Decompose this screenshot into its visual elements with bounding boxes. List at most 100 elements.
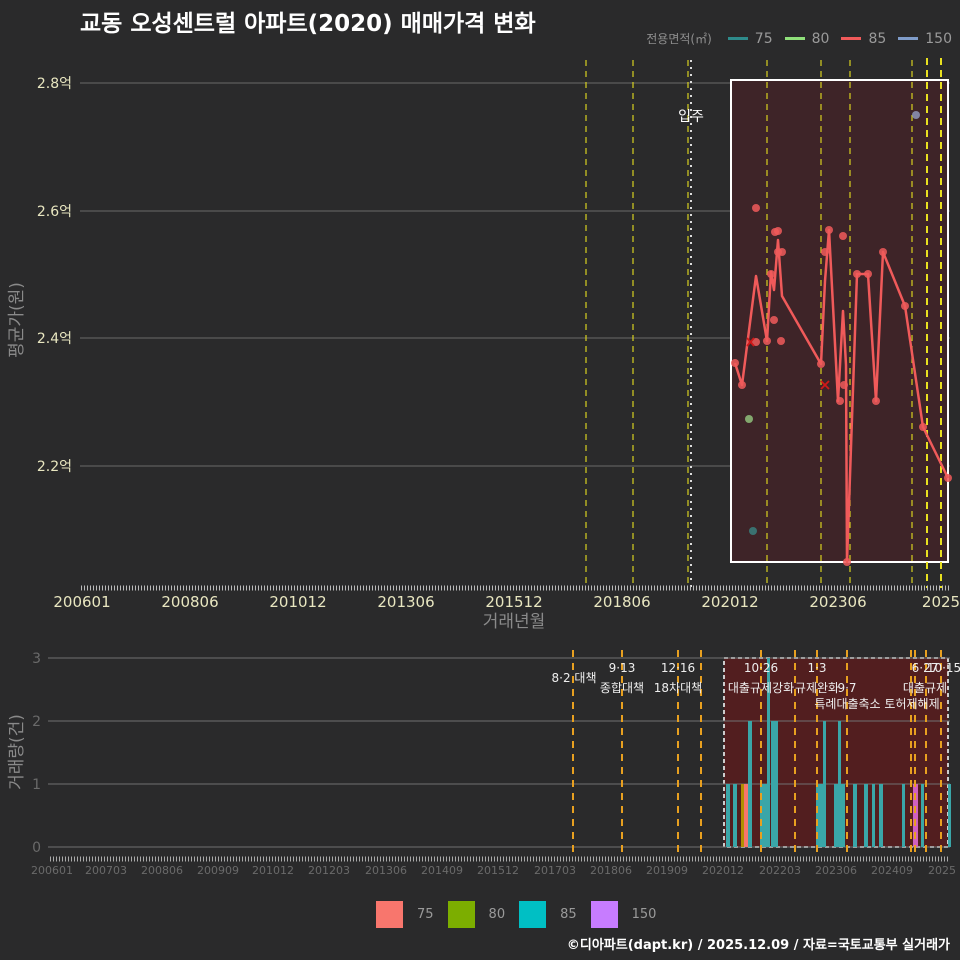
policy-annotations: 8·2 대책 9·13 종합대책 12·16 18차대책 10·26 대출규제강… xyxy=(552,661,960,711)
series-85-line xyxy=(733,228,950,564)
legend-swatch xyxy=(376,901,403,928)
svg-text:10·26: 10·26 xyxy=(744,661,778,675)
svg-text:202306: 202306 xyxy=(809,593,866,611)
svg-text:2.4억: 2.4억 xyxy=(37,331,72,347)
legend-label: 75 xyxy=(417,907,434,922)
svg-text:201012: 201012 xyxy=(252,864,294,877)
legend-item-150: 150 xyxy=(898,31,952,47)
legend-label: 80 xyxy=(488,907,506,922)
policy-lines-bold xyxy=(926,58,942,588)
svg-text:10·15: 10·15 xyxy=(927,661,960,675)
svg-text:2.8억: 2.8억 xyxy=(37,76,72,92)
volume-bar-80 xyxy=(741,784,744,847)
svg-text:200806: 200806 xyxy=(161,593,218,611)
legend-swatch xyxy=(590,901,618,928)
svg-text:2.2억: 2.2억 xyxy=(37,459,72,475)
series-85-points xyxy=(731,204,952,566)
svg-text:12·16: 12·16 xyxy=(661,661,695,675)
svg-text:200601: 200601 xyxy=(31,864,73,877)
legend-label: 85 xyxy=(560,907,577,922)
svg-text:201512: 201512 xyxy=(477,864,519,877)
svg-text:201203: 201203 xyxy=(308,864,350,877)
legend-label: 150 xyxy=(925,30,952,47)
volume-bars-85 xyxy=(726,658,951,847)
price-y-ticks: 2.8억 2.6억 2.4억 2.2억 xyxy=(37,76,72,475)
svg-text:2.6억: 2.6억 xyxy=(37,204,72,220)
svg-text:18차대책: 18차대책 xyxy=(654,680,702,695)
volume-bar-150 xyxy=(913,784,918,847)
svg-text:2: 2 xyxy=(32,714,41,730)
svg-text:201512: 201512 xyxy=(485,593,542,611)
legend-item-85: 85 xyxy=(841,31,886,47)
legend-item-75: 75 xyxy=(727,30,773,47)
svg-text:6·27: 6·27 xyxy=(912,661,939,675)
svg-text:202409: 202409 xyxy=(871,864,913,877)
svg-text:대출규제: 대출규제 xyxy=(903,681,947,695)
volume-x-tick-labels: 200601 200703 200806 200909 201012 20120… xyxy=(31,864,956,877)
svg-text:201306: 201306 xyxy=(365,864,407,877)
svg-text:200806: 200806 xyxy=(141,864,183,877)
source-credit: ©디아파트(dapt.kr) / 2025.12.09 / 자료=국토교통부 실… xyxy=(566,938,950,953)
svg-text:202306: 202306 xyxy=(815,864,857,877)
chart-title: 교동 오성센트럴 아파트(2020) 매매가격 변화 xyxy=(80,11,536,37)
svg-text:201012: 201012 xyxy=(269,593,326,611)
svg-text:특례대출축소 토허제해제: 특례대출축소 토허제해제 xyxy=(814,697,939,711)
svg-text:201909: 201909 xyxy=(646,864,688,877)
legend-swatch xyxy=(519,901,547,928)
legend-label: 85 xyxy=(868,30,887,47)
price-chart: 2.8억 2.6억 2.4억 2.2억 평균가(원) 입주 xyxy=(7,58,960,632)
legend-swatch xyxy=(447,901,475,928)
svg-text:202203: 202203 xyxy=(759,864,801,877)
svg-text:1: 1 xyxy=(32,777,41,793)
svg-text:201806: 201806 xyxy=(593,593,650,611)
svg-text:201806: 201806 xyxy=(590,864,632,877)
svg-text:201306: 201306 xyxy=(377,593,434,611)
legend-line-swatch xyxy=(784,37,805,40)
legend-item-80: 80 xyxy=(784,30,830,47)
series-150-point xyxy=(912,111,920,119)
legend-line-swatch xyxy=(898,37,919,40)
move-in-annotation: 입주 xyxy=(678,109,704,125)
cancelled-trade-marks xyxy=(746,337,830,390)
svg-text:3: 3 xyxy=(32,651,41,667)
svg-text:종합대책: 종합대책 xyxy=(600,680,644,695)
area-legend-bottom: 75 80 85 150 xyxy=(376,901,670,928)
svg-text:2025: 2025 xyxy=(922,593,960,611)
legend-item-75: 75 xyxy=(376,901,434,928)
svg-text:201409: 201409 xyxy=(421,864,463,877)
volume-chart: 3 2 1 0 거래량(건) 8·2 대책 9·13 종합대 xyxy=(7,650,960,877)
volume-policy-lines xyxy=(572,650,942,856)
svg-text:201703: 201703 xyxy=(534,864,576,877)
series-75-point xyxy=(749,527,757,535)
legend-line-swatch xyxy=(727,37,748,40)
price-x-tick-labels: 200601 200806 201012 201306 201512 20180… xyxy=(53,593,960,611)
legend-item-85: 85 xyxy=(519,901,577,928)
svg-text:200601: 200601 xyxy=(53,593,110,611)
legend-item-150: 150 xyxy=(590,901,657,928)
legend-title: 전용면적(㎡) xyxy=(646,32,712,46)
area-legend-top: 전용면적(㎡) 75 80 85 150 xyxy=(646,30,952,47)
volume-gridlines xyxy=(48,657,950,848)
legend-line-swatch xyxy=(841,37,862,40)
series-80-point xyxy=(745,415,753,423)
svg-text:9·7: 9·7 xyxy=(837,681,856,695)
volume-bar-75 xyxy=(744,784,748,847)
volume-y-axis-label: 거래량(건) xyxy=(7,714,27,790)
legend-label: 150 xyxy=(631,907,657,922)
svg-text:200909: 200909 xyxy=(197,864,239,877)
legend-label: 75 xyxy=(754,30,773,47)
svg-text:0: 0 xyxy=(32,840,41,856)
svg-text:1·3: 1·3 xyxy=(807,661,826,675)
volume-y-ticks: 3 2 1 0 xyxy=(32,651,41,856)
svg-text:8·2 대책: 8·2 대책 xyxy=(552,670,597,685)
svg-text:9·13: 9·13 xyxy=(609,661,636,675)
legend-label: 80 xyxy=(811,30,830,47)
svg-text:200703: 200703 xyxy=(85,864,127,877)
svg-text:대출규제강화: 대출규제강화 xyxy=(728,681,794,695)
price-y-axis-label: 평균가(원) xyxy=(7,282,27,358)
svg-text:202012: 202012 xyxy=(702,864,744,877)
legend-item-80: 80 xyxy=(447,901,506,928)
svg-text:2025: 2025 xyxy=(928,864,956,877)
svg-text:규제완화: 규제완화 xyxy=(795,681,839,695)
svg-text:202012: 202012 xyxy=(701,593,758,611)
